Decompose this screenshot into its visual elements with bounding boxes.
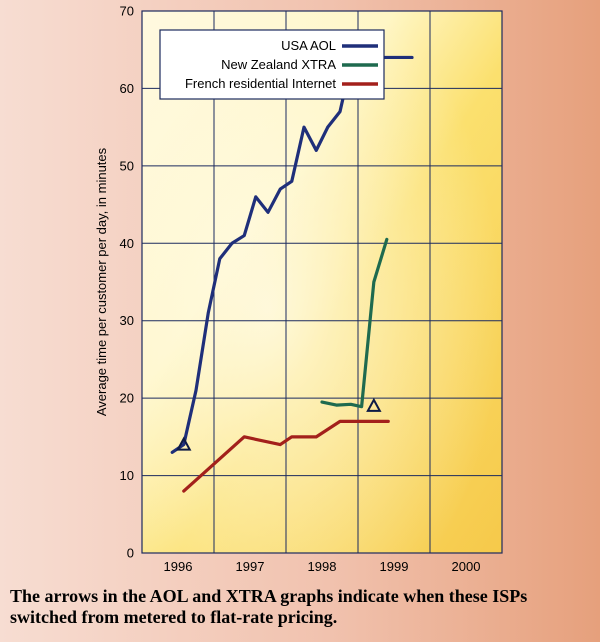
plot-glow bbox=[142, 11, 502, 553]
caption: The arrows in the AOL and XTRA graphs in… bbox=[10, 586, 595, 628]
y-tick-label: 20 bbox=[120, 391, 134, 406]
x-tick-label: 1998 bbox=[308, 559, 337, 574]
series-line-2 bbox=[320, 237, 389, 409]
flat-rate-arrow-marker bbox=[176, 436, 192, 451]
y-tick-label: 0 bbox=[127, 546, 134, 561]
marker-layer bbox=[176, 397, 382, 451]
chart: 0 10 20 30 40 50 60 70 1996 1997 1998 1999 2000 USA … bbox=[94, 4, 503, 574]
y-tick-label: 30 bbox=[120, 313, 134, 328]
plot-frame bbox=[141, 10, 503, 554]
y-tick-label: 10 bbox=[120, 468, 134, 483]
flat-rate-arrow-marker bbox=[366, 397, 382, 412]
y-axis-label: Average time per customer per day, in mi… bbox=[94, 147, 109, 416]
legend-label: USA AOL bbox=[281, 38, 336, 53]
y-tick-label: 40 bbox=[120, 236, 134, 251]
series-line-3 bbox=[182, 419, 390, 493]
y-tick-label: 60 bbox=[120, 81, 134, 96]
caption-line-2: switched from metered to flat-rate prici… bbox=[10, 607, 338, 627]
y-tick-label: 70 bbox=[120, 4, 134, 19]
legend-label: New Zealand XTRA bbox=[221, 57, 336, 72]
caption-line-1: The arrows in the AOL and XTRA graphs in… bbox=[10, 586, 528, 606]
y-tick-label: 50 bbox=[120, 158, 134, 173]
x-tick-label: 1996 bbox=[164, 559, 193, 574]
x-tick-label: 1997 bbox=[236, 559, 265, 574]
x-tick-label: 2000 bbox=[452, 559, 481, 574]
axis-layer: 0 10 20 30 40 50 60 70 1996 1997 1998 1999 2000 bbox=[120, 4, 503, 574]
x-tick-label: 1999 bbox=[380, 559, 409, 574]
legend: USA AOL New Zealand XTRA French residentia… bbox=[159, 29, 385, 100]
legend-label: French residential Internet bbox=[185, 76, 336, 91]
